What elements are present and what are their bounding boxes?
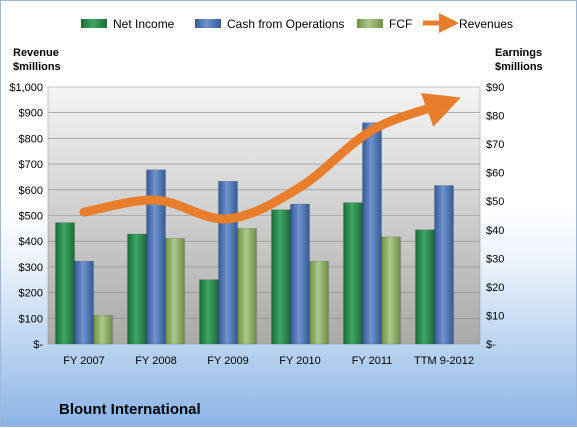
gridlines	[48, 112, 480, 319]
left-tick-label: $800	[19, 133, 43, 145]
left-tick-label: $-	[33, 339, 43, 351]
right-axis-title-line1: Earnings	[495, 47, 542, 59]
left-tick-label: $100	[19, 313, 43, 325]
category-axis: FY 2007 FY 2008 FY 2009 FY 2010 FY 2011 TTM 9…	[63, 355, 474, 367]
revenue-line-path	[79, 93, 461, 224]
left-tick-label: $200	[19, 288, 43, 300]
legend-label-fcf: FCF	[389, 17, 412, 31]
right-tick-label: $90	[486, 82, 504, 94]
right-tick-label: $10	[486, 310, 504, 322]
left-axis: $1,000 $900 $800 $700 $600 $500 $400 $300 $200 $1…	[9, 82, 43, 351]
legend: Net Income Cash from Operations FCF Reve…	[81, 13, 513, 33]
left-tick-label: $400	[19, 236, 43, 248]
right-tick-label: $30	[486, 253, 504, 265]
bar-cash-from-operations	[74, 260, 94, 345]
category-label: FY 2007	[63, 355, 104, 367]
bar-net-income	[271, 209, 291, 345]
legend-label-net-income: Net Income	[113, 17, 175, 31]
bar-cash-from-operations	[290, 203, 310, 345]
chart-caption: Blount International	[59, 401, 201, 418]
revenue-line	[79, 93, 461, 224]
bar-fcf	[165, 238, 185, 345]
legend-label-revenues: Revenues	[459, 17, 513, 31]
bar-net-income	[55, 222, 75, 345]
bar-cash-from-operations	[362, 122, 382, 345]
bar-fcf	[237, 228, 257, 345]
left-tick-label: $900	[19, 108, 43, 120]
right-tick-label: $80	[486, 111, 504, 123]
left-axis-title-line2: $millions	[13, 61, 61, 73]
bar-net-income	[127, 233, 147, 345]
legend-label-cash-from-operations: Cash from Operations	[227, 17, 344, 31]
left-tick-label: $700	[19, 159, 43, 171]
bar-fcf	[93, 315, 113, 345]
legend-swatch-net-income	[81, 19, 107, 28]
legend-swatch-cash-from-operations	[195, 19, 221, 28]
right-tick-label: $50	[486, 196, 504, 208]
bar-cash-from-operations	[434, 185, 454, 345]
right-tick-label: $20	[486, 282, 504, 294]
bar-fcf	[381, 236, 401, 345]
left-axis-title-line1: Revenue	[13, 47, 59, 59]
category-label: TTM 9-2012	[414, 355, 474, 367]
category-label: FY 2011	[352, 355, 393, 367]
left-tick-label: $300	[19, 262, 43, 274]
right-axis: $90 $80 $70 $60 $50 $40 $30 $20 $10 $-	[486, 82, 504, 351]
category-label: FY 2010	[279, 355, 320, 367]
legend-swatch-fcf	[357, 19, 383, 28]
category-label: FY 2009	[207, 355, 248, 367]
left-tick-label: $600	[19, 185, 43, 197]
right-tick-label: $-	[486, 339, 496, 351]
bar-net-income	[199, 279, 219, 345]
bars	[55, 122, 454, 345]
category-label: FY 2008	[135, 355, 176, 367]
left-tick-label: $1,000	[9, 82, 43, 94]
bar-fcf	[309, 260, 329, 345]
bar-net-income	[415, 229, 435, 345]
bar-net-income	[343, 202, 363, 345]
right-tick-label: $40	[486, 225, 504, 237]
right-axis-title-line2: $millions	[495, 61, 543, 73]
right-tick-label: $70	[486, 139, 504, 151]
left-tick-label: $500	[19, 211, 43, 223]
bar-cash-from-operations	[218, 180, 238, 345]
right-tick-label: $60	[486, 168, 504, 180]
